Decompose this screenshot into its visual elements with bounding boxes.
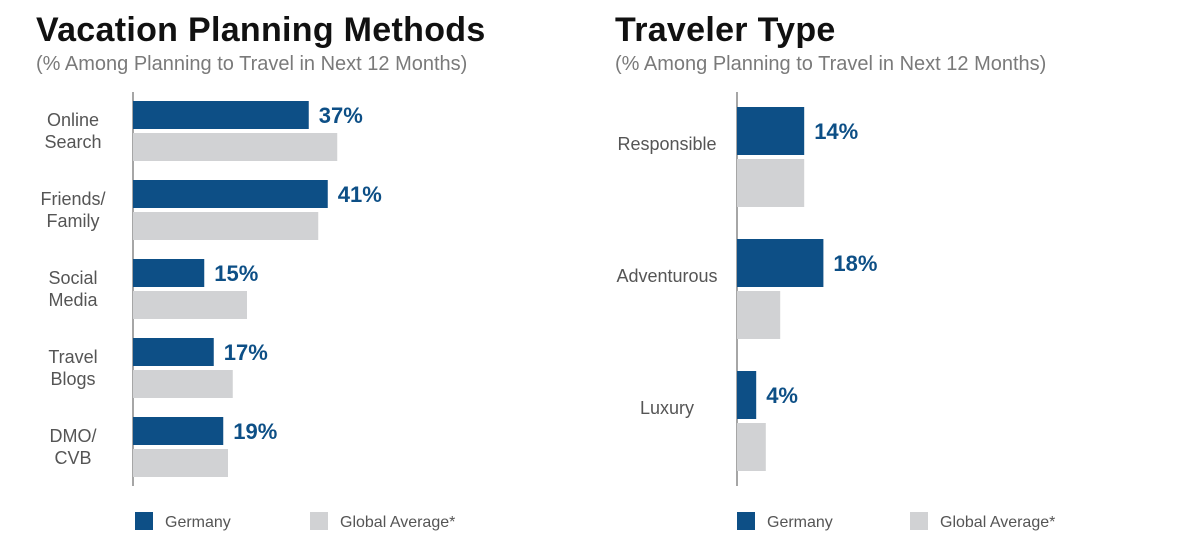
data-label: 19% bbox=[233, 419, 277, 444]
bar-global-average bbox=[737, 423, 766, 471]
legend-swatch-global-average bbox=[910, 512, 928, 530]
bar-germany bbox=[133, 259, 205, 287]
legend-label-global-average: Global Average* bbox=[340, 514, 455, 531]
category-label: Family bbox=[47, 211, 100, 231]
bar-germany bbox=[133, 338, 214, 366]
bar-germany bbox=[133, 180, 328, 208]
data-label: 17% bbox=[224, 340, 268, 365]
data-label: 4% bbox=[766, 383, 798, 408]
bar-global-average bbox=[133, 291, 247, 319]
legend-swatch-germany bbox=[135, 512, 153, 530]
legend-swatch-germany bbox=[737, 512, 755, 530]
legend-label-germany: Germany bbox=[767, 514, 833, 531]
bar-global-average bbox=[133, 133, 338, 161]
legend-label-germany: Germany bbox=[165, 514, 231, 531]
category-label: Search bbox=[44, 132, 101, 152]
data-label: 37% bbox=[319, 103, 363, 128]
bar-global-average bbox=[133, 449, 228, 477]
chart-subtitle: (% Among Planning to Travel in Next 12 M… bbox=[615, 53, 1047, 75]
category-label: Luxury bbox=[640, 398, 694, 418]
category-label: Media bbox=[48, 290, 98, 310]
category-label: Blogs bbox=[50, 369, 95, 389]
category-label: Online bbox=[47, 110, 99, 130]
vacation-planning-methods-chart: Vacation Planning Methods (% Among Plann… bbox=[0, 0, 580, 546]
bar-global-average bbox=[133, 370, 233, 398]
traveler-type-chart: Traveler Type (% Among Planning to Trave… bbox=[580, 0, 1200, 546]
chart-subtitle: (% Among Planning to Travel in Next 12 M… bbox=[36, 53, 468, 75]
chart-title: Traveler Type bbox=[615, 11, 836, 49]
chart-title: Vacation Planning Methods bbox=[36, 11, 486, 49]
legend-swatch-global-average bbox=[310, 512, 328, 530]
category-label: Adventurous bbox=[616, 266, 717, 286]
data-label: 15% bbox=[214, 261, 258, 286]
bar-germany bbox=[133, 417, 224, 445]
bar-germany bbox=[133, 101, 309, 129]
category-label: CVB bbox=[54, 448, 91, 468]
data-label: 41% bbox=[338, 182, 382, 207]
bar-global-average bbox=[737, 159, 805, 207]
legend-label-global-average: Global Average* bbox=[940, 514, 1055, 531]
category-label: Friends/ bbox=[40, 189, 105, 209]
traveler-type-plot: 14% Responsible 18% Adventurous 4% Luxury Germ… bbox=[616, 92, 1055, 531]
data-label: 18% bbox=[833, 251, 877, 276]
bar-germany bbox=[737, 107, 805, 155]
bar-germany bbox=[737, 239, 824, 287]
bar-global-average bbox=[133, 212, 319, 240]
category-label: DMO/ bbox=[50, 426, 97, 446]
bar-global-average bbox=[737, 291, 781, 339]
data-label: 14% bbox=[814, 119, 858, 144]
category-label: Social bbox=[48, 268, 97, 288]
category-label: Travel bbox=[48, 347, 97, 367]
category-label: Responsible bbox=[617, 134, 716, 154]
bar-germany bbox=[737, 371, 757, 419]
